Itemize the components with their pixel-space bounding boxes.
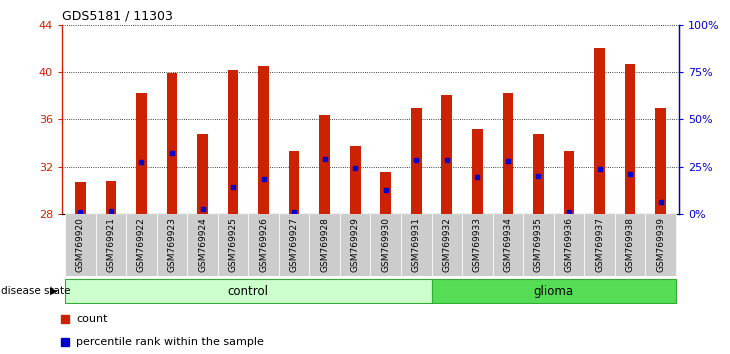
Bar [289,152,299,214]
Text: GSM769922: GSM769922 [137,217,146,272]
Bar [319,115,330,214]
Text: GSM769936: GSM769936 [564,217,574,272]
Bar [166,73,177,214]
Text: GSM769939: GSM769939 [656,217,665,272]
Text: GSM769925: GSM769925 [228,217,237,272]
Bar [615,214,645,276]
Bar [553,214,584,276]
Bar [228,70,239,214]
Text: glioma: glioma [534,285,574,298]
Text: GSM769937: GSM769937 [595,217,604,272]
Bar [65,214,96,276]
Text: GSM769931: GSM769931 [412,217,420,272]
Bar [197,134,208,214]
Text: GSM769926: GSM769926 [259,217,268,272]
Bar [523,214,553,276]
Bar [96,214,126,276]
Text: GSM769935: GSM769935 [534,217,543,272]
Text: GSM769938: GSM769938 [626,217,634,272]
Bar [411,108,422,214]
Text: GSM769932: GSM769932 [442,217,451,272]
Bar [594,48,605,214]
Text: GSM769933: GSM769933 [473,217,482,272]
Text: disease state: disease state [1,286,71,296]
Bar [371,214,401,276]
Bar [65,279,431,303]
Text: GSM769921: GSM769921 [107,217,115,272]
Bar [279,214,310,276]
Bar [442,95,452,214]
Bar [401,214,431,276]
Bar [248,214,279,276]
Bar [380,172,391,214]
Text: GSM769928: GSM769928 [320,217,329,272]
Text: GSM769930: GSM769930 [381,217,391,272]
Bar [218,214,248,276]
Text: percentile rank within the sample: percentile rank within the sample [76,337,264,347]
Text: GSM769924: GSM769924 [198,217,207,272]
Bar [472,129,483,214]
Text: GDS5181 / 11303: GDS5181 / 11303 [62,9,173,22]
Bar [75,182,85,214]
Bar [656,108,666,214]
Text: ▶: ▶ [50,286,57,296]
Text: GSM769934: GSM769934 [504,217,512,272]
Text: count: count [76,314,107,324]
Bar [493,214,523,276]
Text: GSM769923: GSM769923 [167,217,177,272]
Bar [106,181,116,214]
Text: GSM769929: GSM769929 [350,217,360,272]
Text: GSM769927: GSM769927 [290,217,299,272]
Bar [431,214,462,276]
Bar [157,214,188,276]
Bar [564,152,575,214]
Bar [350,145,361,214]
Bar [645,214,676,276]
Bar [502,93,513,214]
Bar [462,214,493,276]
Bar [310,214,340,276]
Text: GSM769920: GSM769920 [76,217,85,272]
Bar [431,279,676,303]
Bar [136,93,147,214]
Bar [258,66,269,214]
Bar [126,214,157,276]
Bar [625,64,635,214]
Bar [188,214,218,276]
Bar [533,134,544,214]
Text: control: control [228,285,269,298]
Bar [584,214,615,276]
Bar [340,214,370,276]
